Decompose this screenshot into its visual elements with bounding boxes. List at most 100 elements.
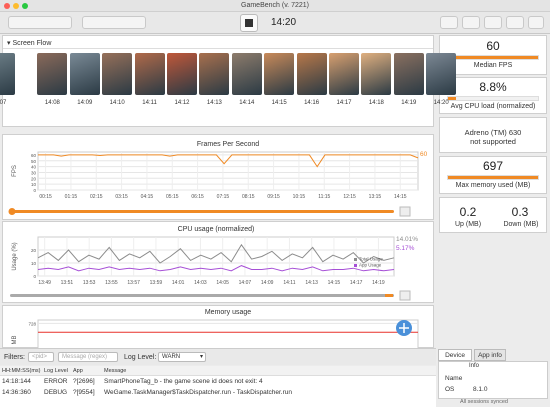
- slider-handle[interactable]: [8, 208, 16, 215]
- stat-label: Median FPS: [473, 62, 513, 69]
- log-cell: SmartPhoneTag_b - the game scene id does…: [104, 378, 263, 385]
- frame-time: 14:15: [271, 100, 287, 106]
- gpu-stat: Adreno (TM) 630 not supported: [439, 117, 547, 153]
- stat-value: 697: [482, 159, 504, 173]
- frame-time: 14:19: [401, 100, 417, 106]
- window-title: GameBench (v. 7221): [241, 2, 309, 9]
- y-tick-label: 10: [31, 182, 37, 187]
- screen-thumbnail: [393, 53, 424, 95]
- screen-thumbnail: [329, 53, 359, 95]
- frame-time: 14:18: [368, 100, 384, 106]
- log-cell: ?[2696]: [73, 378, 95, 385]
- upload-button[interactable]: [484, 16, 502, 29]
- x-tick-label: 10:15: [293, 194, 306, 200]
- device-info-table: Info Name OS 8.1.0: [438, 361, 548, 399]
- frame-time: 14:17: [336, 100, 352, 106]
- x-tick-label: 00:15: [39, 194, 52, 200]
- screen-flow-title: ▾ Screen Flow: [7, 40, 52, 47]
- app-info-tab[interactable]: App info: [474, 349, 506, 361]
- frame-time: 14:11: [142, 100, 157, 106]
- log-cell: DEBUG: [44, 389, 68, 396]
- minimize-button[interactable]: [13, 3, 19, 9]
- x-tick-label: 13:53: [83, 280, 96, 286]
- column-header: App: [73, 368, 83, 374]
- log-cell: WeGame.TaskManager$TaskDispatcher.run - …: [104, 389, 292, 396]
- lock-button[interactable]: [399, 206, 411, 217]
- timeline-slider: [10, 210, 394, 213]
- x-tick-label: 14:15: [328, 280, 341, 286]
- help-button[interactable]: [528, 16, 544, 29]
- message-input[interactable]: Message (regex): [58, 352, 118, 362]
- y-tick-label: 0: [33, 188, 36, 193]
- lock-button[interactable]: [399, 290, 411, 301]
- log-header: HH:MM:SS(ms) Log Level App Message: [0, 366, 436, 376]
- y-tick-label: 10: [31, 261, 37, 266]
- log-level-select[interactable]: WARN ▾: [158, 352, 206, 362]
- frame-time: 14:10: [109, 100, 125, 106]
- screen-thumbnail: [199, 53, 230, 95]
- zoom-button[interactable]: [22, 3, 28, 9]
- x-tick-label: 14:19: [372, 280, 385, 286]
- log-row: 14:36:360 DEBUG ?[9554] WeGame.TaskManager$…: [0, 389, 436, 399]
- settings-button[interactable]: [506, 16, 524, 29]
- y-tick-label: 60: [31, 153, 37, 158]
- frame-time: 14:20: [433, 100, 449, 106]
- data-line: [37, 243, 395, 264]
- info-field: OS: [445, 386, 455, 393]
- x-tick-label: 03:15: [115, 194, 128, 200]
- log-cell: ERROR: [44, 378, 68, 385]
- stat-value: Adreno (TM) 630: [464, 128, 522, 137]
- app-select[interactable]: [82, 16, 146, 29]
- frame-time: 14:13: [206, 100, 222, 106]
- screen-thumbnail: [69, 53, 100, 95]
- column-header: HH:MM:SS(ms): [2, 368, 41, 374]
- stat-label: Up (MB): [454, 221, 482, 228]
- delete-button[interactable]: [462, 16, 480, 29]
- log-cell: ?[9554]: [73, 389, 95, 396]
- close-button[interactable]: [4, 3, 10, 9]
- stat-value: 8.8%: [479, 80, 507, 94]
- x-tick-label: 02:15: [90, 194, 103, 200]
- wifi-button[interactable]: [440, 16, 458, 29]
- x-tick-label: 14:15: [394, 194, 407, 200]
- x-tick-label: 04:15: [141, 194, 154, 200]
- x-tick-label: 14:13: [305, 280, 318, 286]
- x-tick-label: 13:57: [127, 280, 140, 286]
- column-header: Message: [104, 368, 127, 374]
- device-select[interactable]: [8, 16, 72, 29]
- x-tick-label: 13:59: [150, 280, 163, 286]
- y-tick-label: 40: [31, 165, 37, 170]
- x-tick-label: 07:15: [217, 194, 230, 200]
- frame-time: 14:12: [174, 100, 190, 106]
- x-tick-label: 01:15: [65, 194, 78, 200]
- x-tick-label: 05:15: [166, 194, 179, 200]
- chart-title: CPU usage (normalized): [178, 226, 255, 233]
- device-info-tab[interactable]: Device info: [438, 349, 472, 370]
- log-cell: 14:18:144: [2, 378, 31, 385]
- network-stat: 0.2 Up (MB) 0.3 Down (MB): [439, 197, 547, 233]
- current-value: 60: [420, 151, 428, 158]
- toolbar: 14:20: [0, 12, 550, 34]
- fps-stat: 60 Median FPS: [439, 35, 547, 75]
- pid-input[interactable]: <pid>: [28, 352, 54, 362]
- y-axis-label: FPS: [12, 165, 18, 177]
- y-tick-label: 50: [31, 159, 37, 164]
- x-tick-label: 13:49: [38, 280, 51, 286]
- x-tick-label: 14:07: [239, 280, 252, 286]
- stat-label: not supported: [470, 137, 516, 146]
- legend-swatch: [354, 264, 357, 267]
- stop-button[interactable]: [240, 14, 258, 32]
- add-icon: [399, 323, 409, 333]
- x-tick-label: 13:51: [61, 280, 74, 286]
- x-tick-label: 09:15: [267, 194, 280, 200]
- log-level-value: WARN: [162, 354, 181, 360]
- log-row: 14:18:144 ERROR ?[2696] SmartPhoneTag_b - t…: [0, 378, 436, 388]
- current-value: 14.01%: [396, 236, 418, 243]
- x-tick-label: 06:15: [191, 194, 204, 200]
- chart-title: Frames Per Second: [197, 141, 259, 148]
- x-tick-label: 14:05: [216, 280, 229, 286]
- x-tick-label: 13:15: [369, 194, 382, 200]
- data-line: [37, 265, 395, 272]
- screen-thumbnail: [37, 53, 68, 95]
